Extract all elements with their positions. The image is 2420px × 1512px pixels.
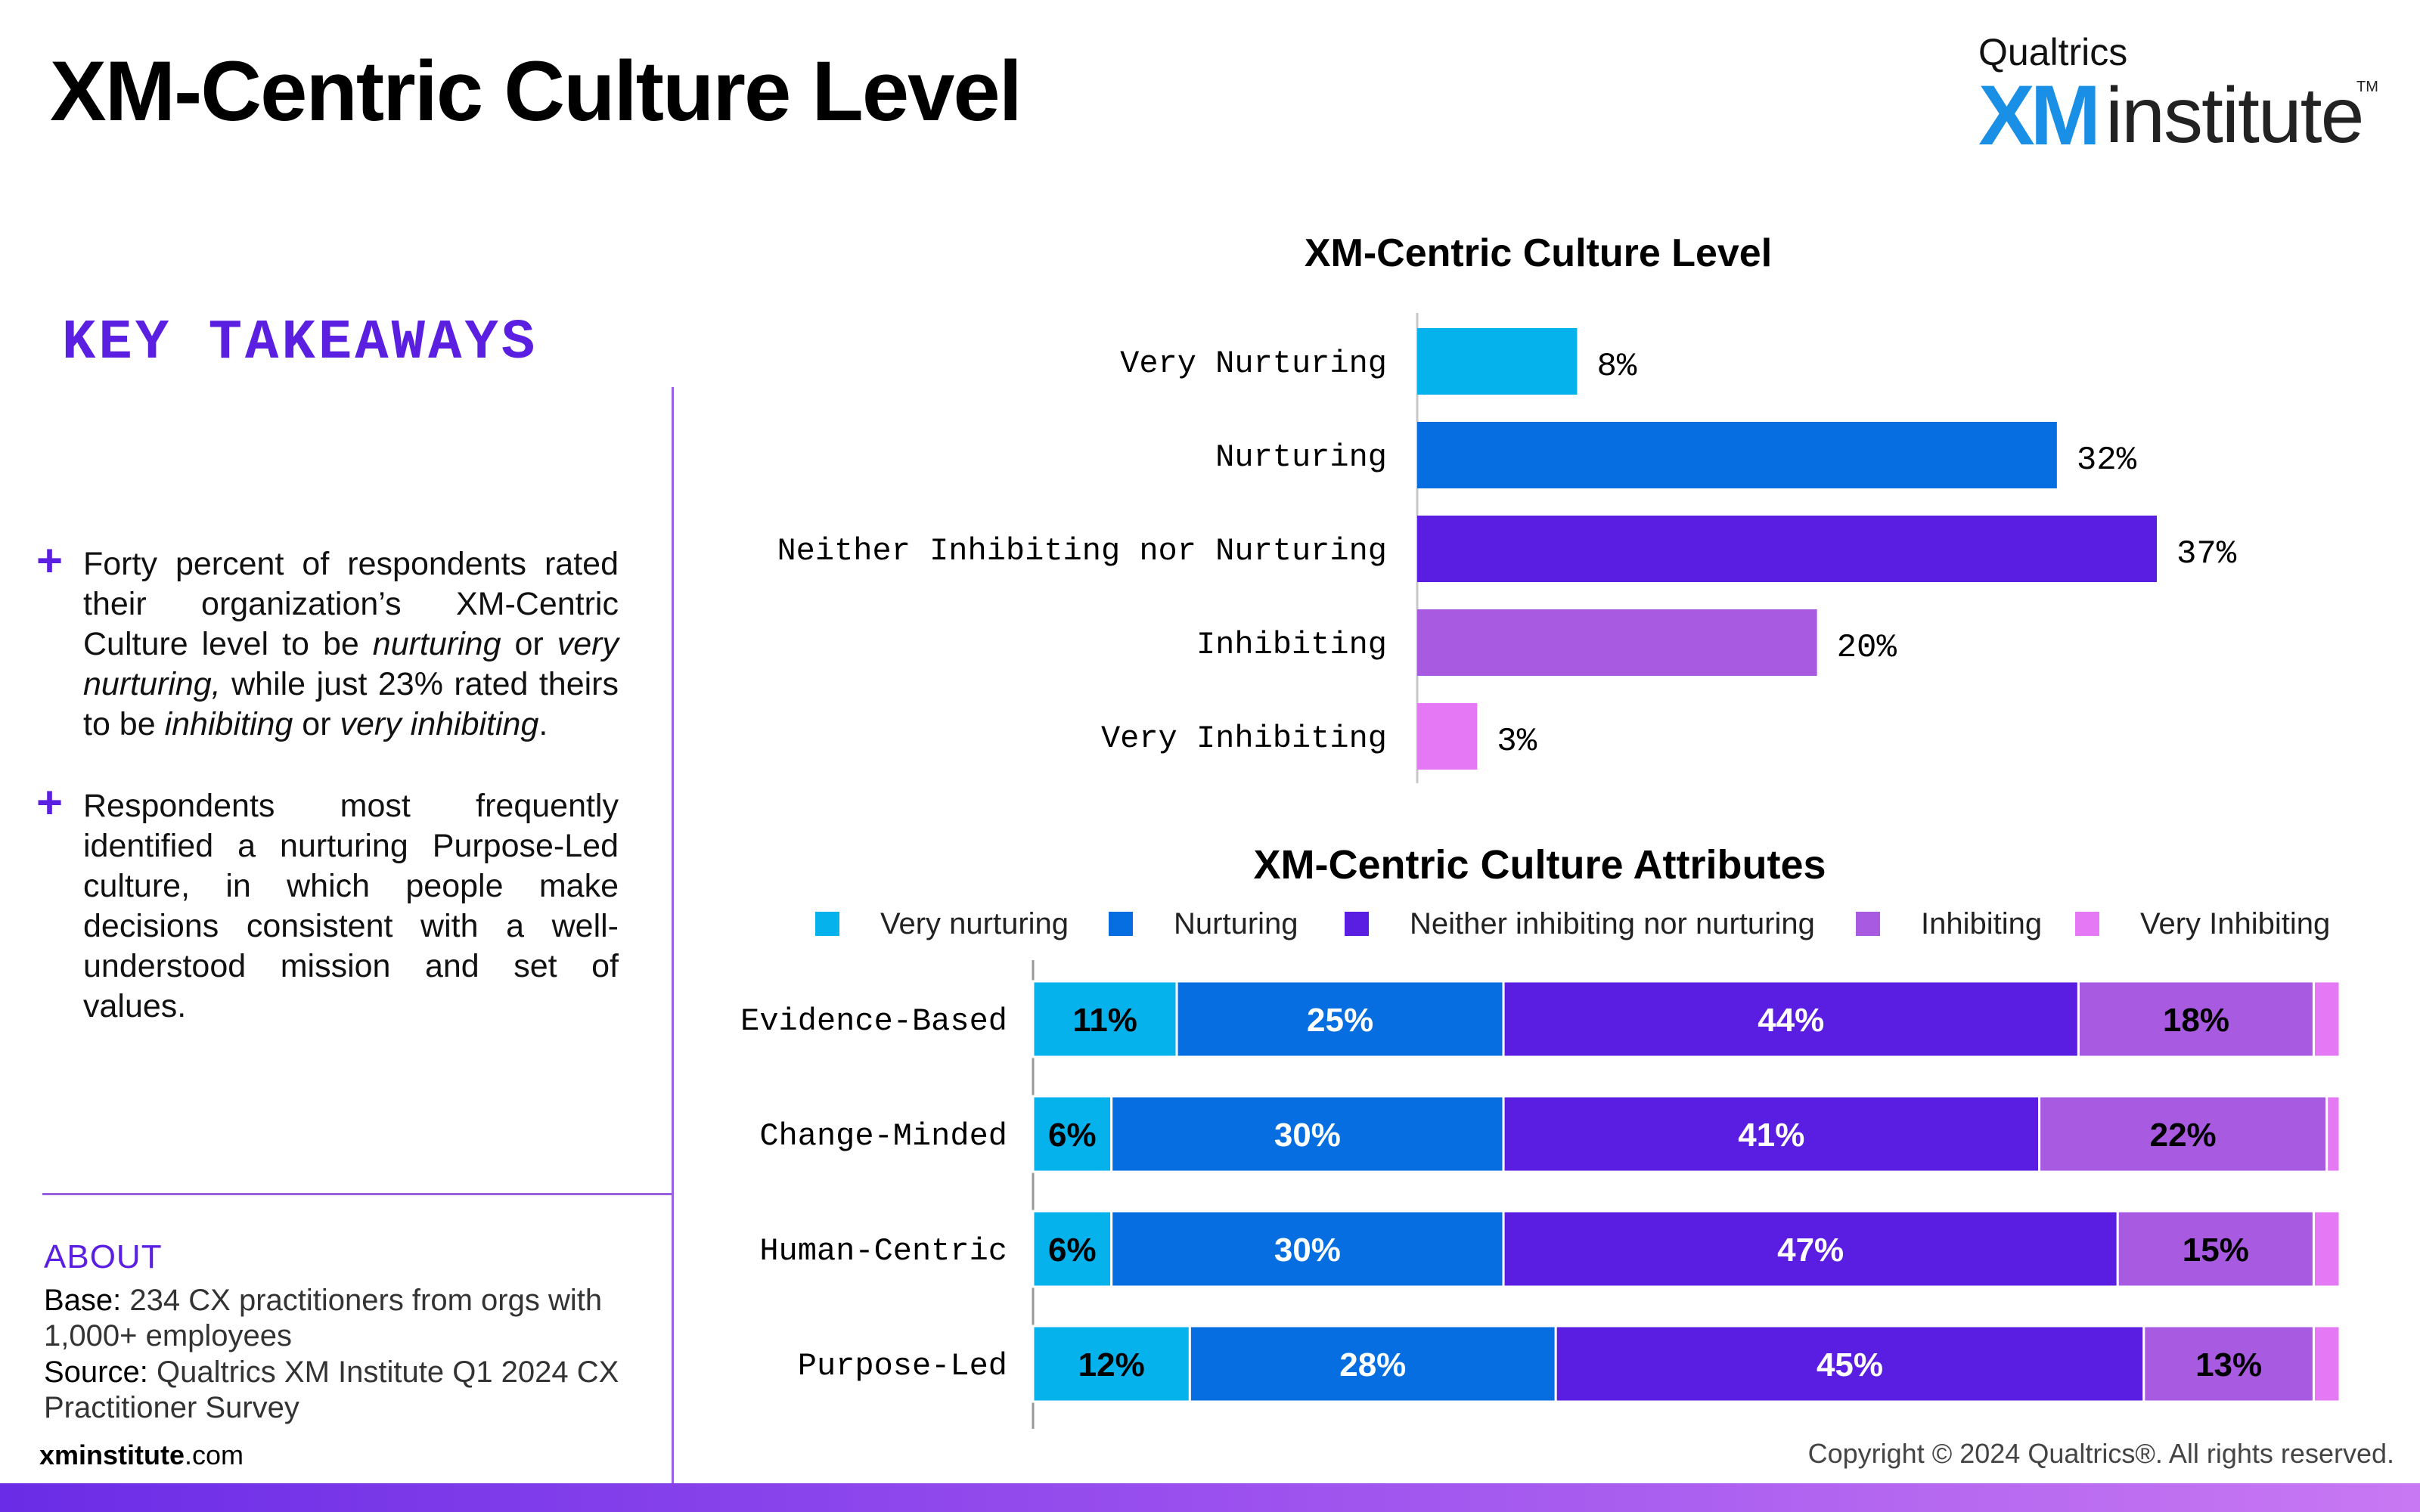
chart2-segment-label: 13% — [2195, 1346, 2262, 1383]
chart2-segment-label: 41% — [1738, 1117, 1804, 1154]
legend-swatch — [2075, 912, 2099, 936]
chart2-segment-label: 11% — [1072, 1002, 1137, 1039]
chart2-segment-label: 15% — [2183, 1232, 2249, 1269]
chart2-segment — [2116, 1210, 2315, 1288]
legend-label: Nurturing — [1174, 907, 1298, 940]
legend-label: Neither inhibiting nor nurturing — [1410, 907, 1815, 940]
chart2-segment — [2142, 1325, 2315, 1403]
logo-brand-xm: XM — [1978, 68, 2101, 163]
plus-icon: + — [36, 777, 64, 828]
chart2-segment — [2312, 1325, 2341, 1403]
chart2-category-label: Evidence-Based — [740, 1003, 1007, 1040]
legend-swatch — [815, 912, 839, 936]
about-source: Source: Qualtrics XM Institute Q1 2024 C… — [44, 1356, 619, 1424]
chart1-title: XM-Centric Culture Level — [1305, 231, 1772, 275]
chart2-segment-label: 18% — [2163, 1002, 2229, 1039]
chart1-value-label: 8% — [1596, 348, 1637, 386]
chart2-segment-label: 25% — [1307, 1002, 1373, 1039]
chart2-segment — [1554, 1325, 2145, 1403]
chart1-bar — [1417, 609, 1817, 676]
logo-trademark: TM — [2356, 79, 2378, 95]
chart2-segment-label: 30% — [1274, 1232, 1341, 1269]
bottom-gradient-band — [0, 1483, 2420, 1512]
takeaway-item-2: Respondents most frequently identified a… — [83, 788, 619, 1024]
chart2-segment — [1175, 980, 1505, 1058]
chart2-segment-label: 22% — [2150, 1117, 2217, 1154]
legend-label: Very nurturing — [880, 907, 1069, 940]
chart2-category-label: Human-Centric — [759, 1233, 1007, 1269]
about-base: Base: 234 CX practitioners from orgs wit… — [44, 1284, 603, 1352]
chart2-segment — [2312, 980, 2341, 1058]
chart2-segment — [2312, 1210, 2341, 1288]
chart1-value-label: 3% — [1497, 723, 1537, 761]
chart1-bar — [1417, 703, 1478, 770]
chart2-segment — [2038, 1095, 2328, 1173]
chart2-segment-label: 47% — [1777, 1232, 1844, 1269]
about-heading: ABOUT — [44, 1238, 163, 1275]
chart2-segment-label: 12% — [1078, 1346, 1145, 1383]
legend-swatch — [1345, 912, 1369, 936]
chart2-segment-label: 6% — [1048, 1117, 1097, 1154]
chart1-bar — [1417, 516, 2157, 582]
legend-swatch — [1109, 912, 1133, 936]
chart2-segment — [1110, 1210, 1505, 1288]
chart1-category-label: Nurturing — [1215, 439, 1387, 476]
xm-institute-logo: Qualtrics XM institute TM — [1978, 30, 2378, 163]
chart1-value-label: 37% — [2176, 535, 2237, 573]
chart2-segment — [1032, 1210, 1113, 1288]
page-title: XM-Centric Culture Level — [50, 44, 1022, 138]
chart1-category-label: Inhibiting — [1196, 627, 1387, 663]
takeaway-item-1: Forty percent of respondents rated their… — [83, 546, 619, 742]
plus-icon: + — [36, 535, 64, 586]
logo-brand-institute: institute — [2105, 72, 2364, 160]
legend-label: Inhibiting — [1921, 907, 2042, 940]
chart2-category-label: Purpose-Led — [798, 1348, 1007, 1384]
chart1-category-label: Very Nurturing — [1120, 345, 1387, 382]
copyright-text: Copyright © 2024 Qualtrics®. All rights … — [1807, 1438, 2394, 1469]
chart2-segment-label: 30% — [1274, 1117, 1341, 1154]
chart2-segment-label: 44% — [1758, 1002, 1824, 1039]
chart2-segment — [1032, 1325, 1191, 1403]
chart2-category-label: Change-Minded — [759, 1118, 1007, 1154]
chart2-segment — [2325, 1095, 2341, 1173]
chart2-segment — [1502, 1210, 2119, 1288]
vertical-divider — [672, 387, 674, 1483]
chart1-bar — [1417, 328, 1578, 395]
legend-swatch — [1856, 912, 1880, 936]
chart1-category-label: Neither Inhibiting nor Nurturing — [777, 533, 1387, 569]
chart2-segment — [1188, 1325, 1557, 1403]
chart1-value-label: 20% — [1837, 629, 1897, 667]
chart2-segment-label: 45% — [1817, 1346, 1883, 1383]
legend-label: Very Inhibiting — [2140, 907, 2330, 940]
chart2-segment-label: 6% — [1048, 1232, 1097, 1269]
chart1-bar — [1417, 422, 2057, 488]
chart2-segment — [1032, 980, 1178, 1058]
site-link[interactable]: xminstitute.com — [39, 1439, 244, 1470]
chart1-category-label: Very Inhibiting — [1101, 720, 1387, 757]
chart2-segment — [1032, 1095, 1113, 1173]
key-takeaways-heading: KEY TAKEAWAYS — [62, 311, 538, 375]
logo-brand-top: Qualtrics — [1978, 31, 2128, 73]
chart2-segment — [1502, 980, 2080, 1058]
chart2-title: XM-Centric Culture Attributes — [1253, 842, 1826, 888]
chart2-segment-label: 28% — [1339, 1346, 1406, 1383]
chart1-value-label: 32% — [2077, 442, 2137, 479]
horizontal-divider — [42, 1193, 672, 1195]
